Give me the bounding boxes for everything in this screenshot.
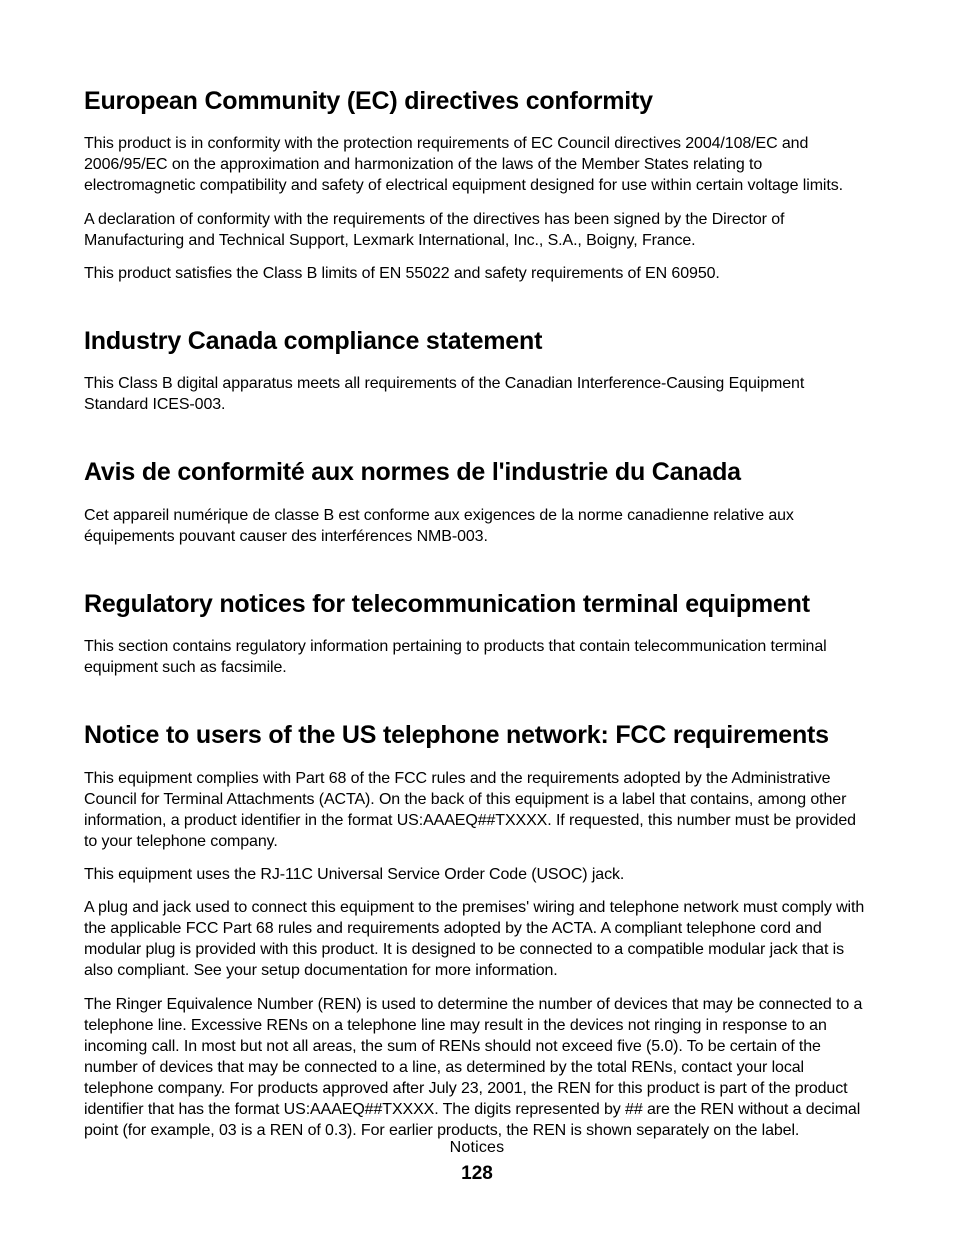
sections-container: European Community (EC) directives confo… [84,86,870,1141]
section-heading: Regulatory notices for telecommunication… [84,589,870,620]
section-heading: Industry Canada compliance statement [84,326,870,357]
section: Industry Canada compliance statement This… [84,326,870,415]
section-heading: Avis de conformité aux normes de l'indus… [84,457,870,488]
body-paragraph: This section contains regulatory informa… [84,636,870,678]
body-paragraph: This equipment complies with Part 68 of … [84,768,870,852]
body-paragraph: This product is in conformity with the p… [84,133,870,196]
footer-section-label: Notices [0,1139,954,1157]
body-paragraph: This Class B digital apparatus meets all… [84,373,870,415]
body-paragraph: This equipment uses the RJ-11C Universal… [84,864,870,885]
section: European Community (EC) directives confo… [84,86,870,284]
section: Notice to users of the US telephone netw… [84,720,870,1141]
body-paragraph: A declaration of conformity with the req… [84,209,870,251]
body-paragraph: A plug and jack used to connect this equ… [84,897,870,981]
section: Regulatory notices for telecommunication… [84,589,870,678]
document-page: European Community (EC) directives confo… [0,0,954,1235]
page-footer: Notices 128 [0,1139,954,1185]
body-paragraph: The Ringer Equivalence Number (REN) is u… [84,994,870,1142]
footer-page-number: 128 [0,1163,954,1185]
section-heading: Notice to users of the US telephone netw… [84,720,870,751]
section-heading: European Community (EC) directives confo… [84,86,870,117]
section: Avis de conformité aux normes de l'indus… [84,457,870,546]
body-paragraph: Cet appareil numérique de classe B est c… [84,505,870,547]
body-paragraph: This product satisfies the Class B limit… [84,263,870,284]
